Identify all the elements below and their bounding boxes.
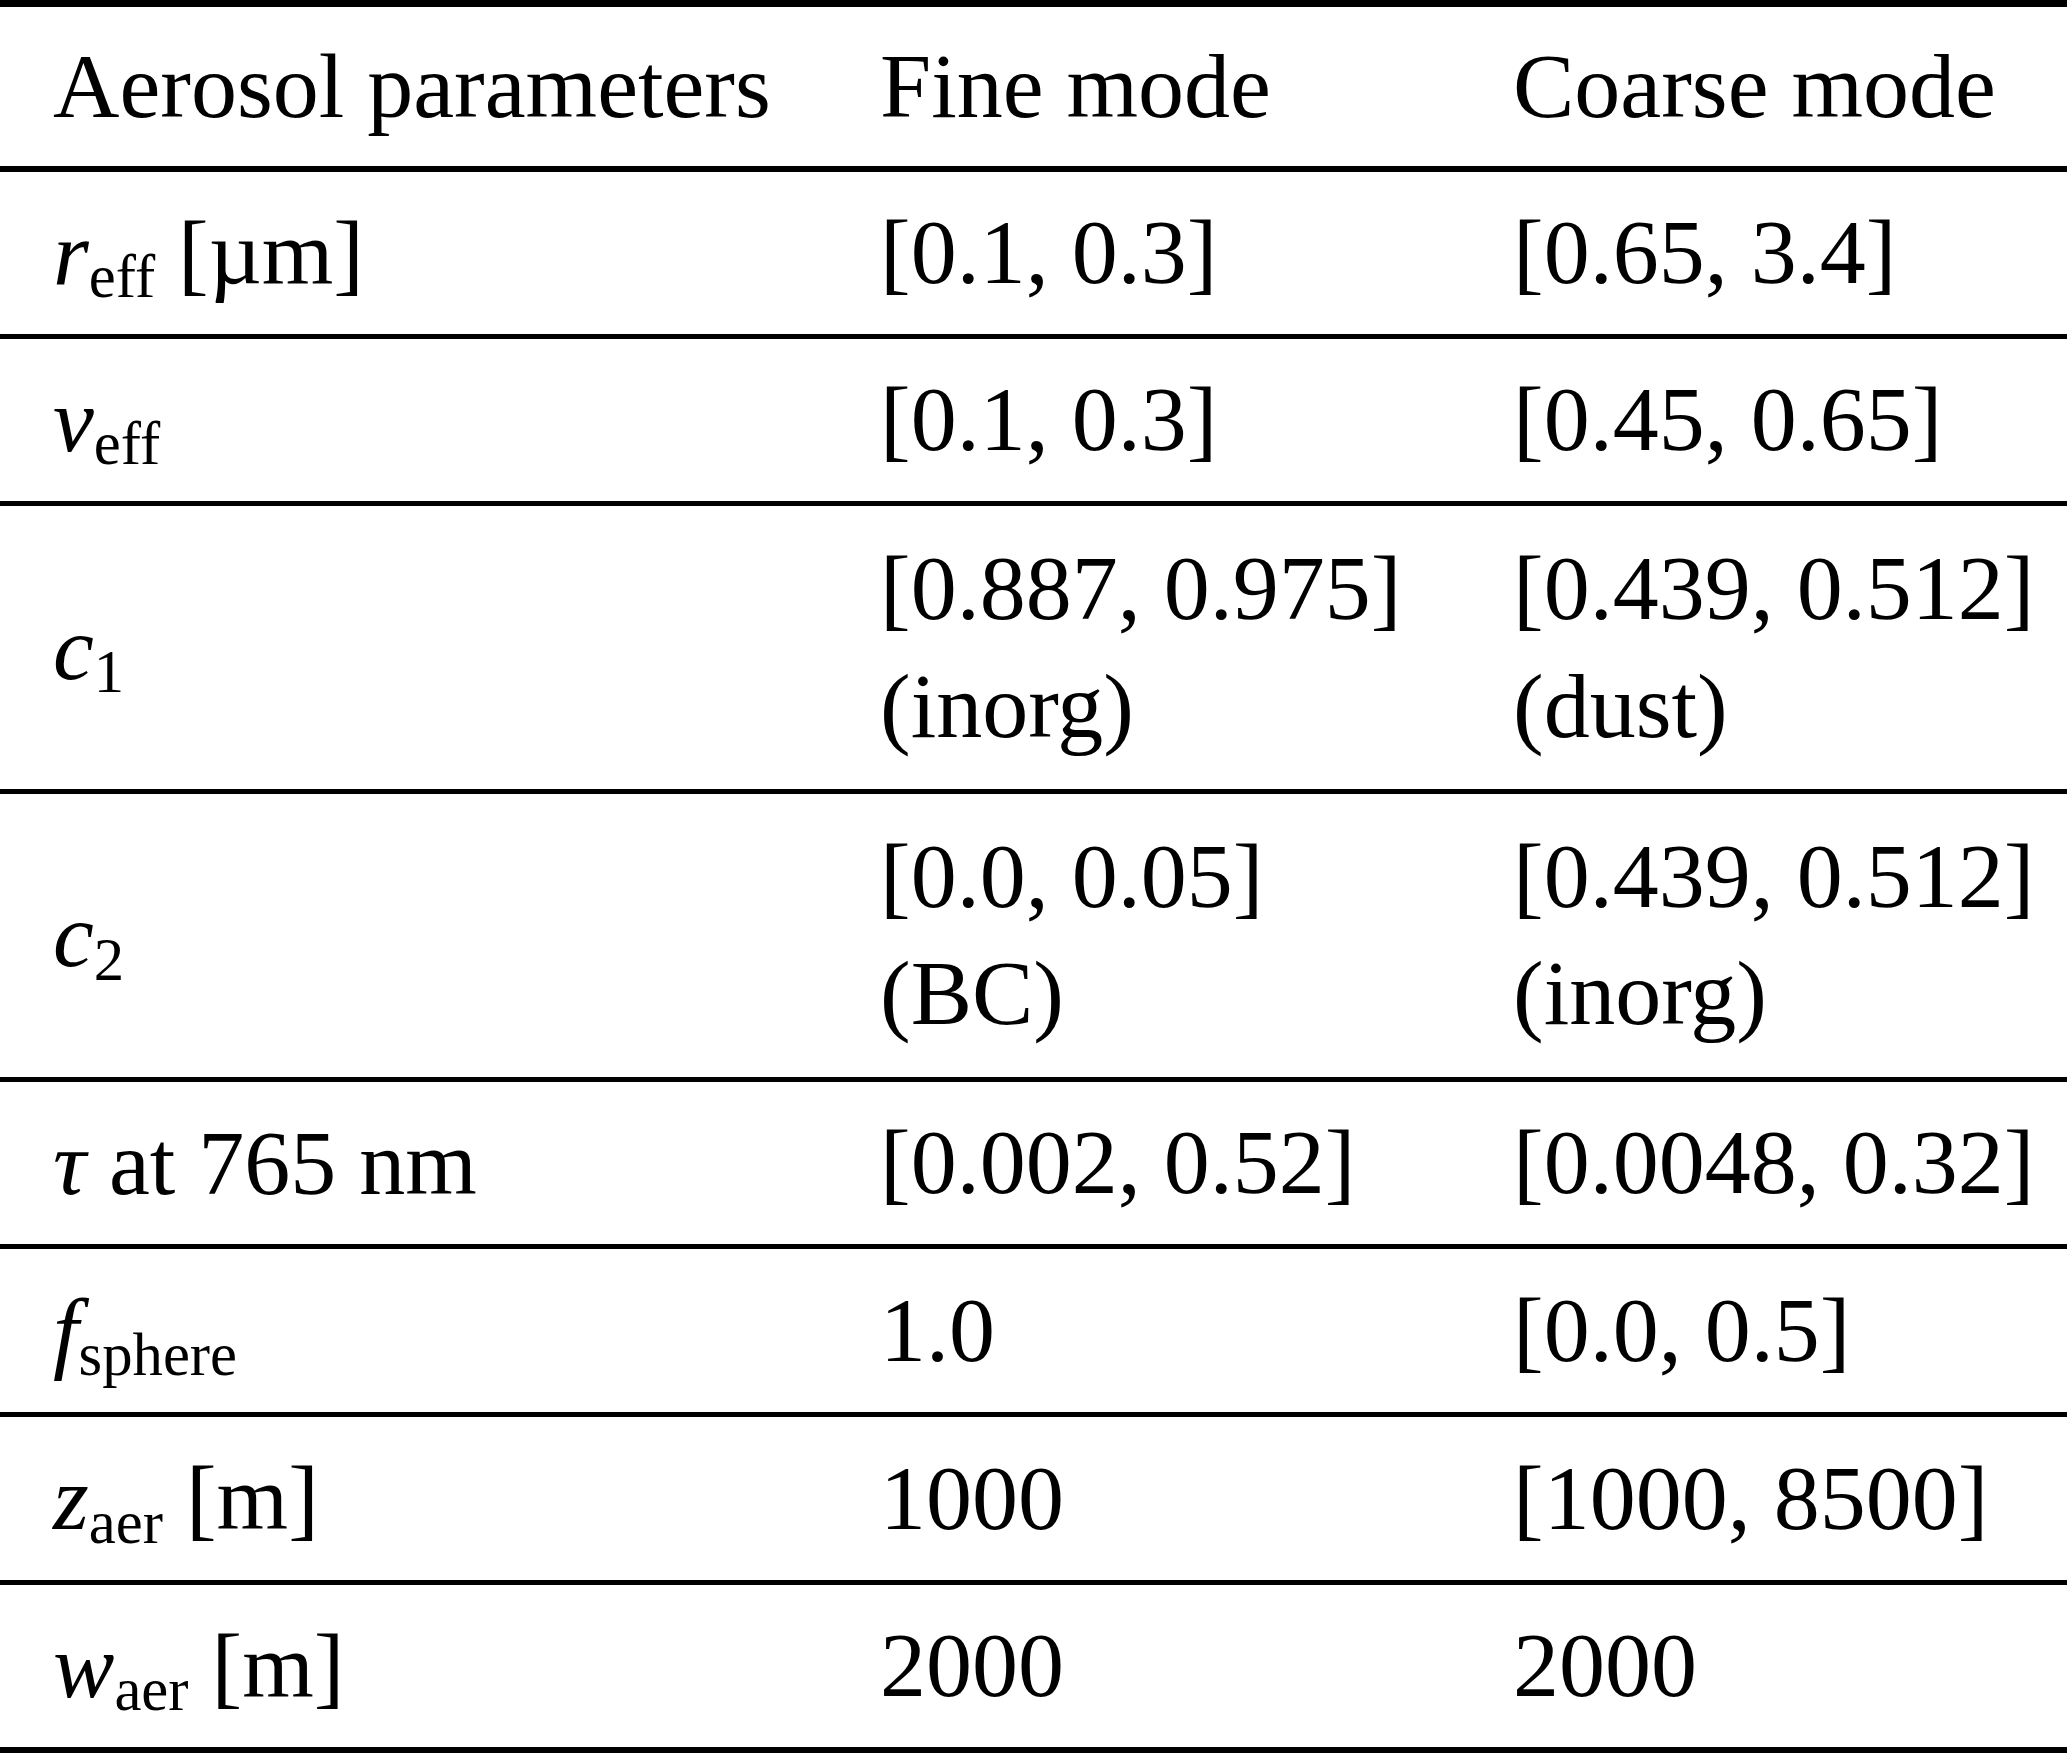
fine-mode-cell: 2000	[880, 1582, 1513, 1750]
param-cell: zaer [m]	[0, 1415, 880, 1583]
param-subscript: aer	[89, 1489, 163, 1556]
value-range: 1.0	[880, 1272, 1513, 1390]
value-species-note: (inorg)	[1513, 935, 2067, 1053]
fine-mode-cell: 1.0	[880, 1247, 1513, 1415]
param-symbol: c	[53, 884, 94, 986]
table-body: reff [µm][0.1, 0.3][0.65, 3.4]veff[0.1, …	[0, 169, 2067, 1751]
param-symbol: r	[53, 202, 89, 304]
param-symbol: τ	[53, 1112, 86, 1214]
param-subscript: sphere	[79, 1321, 237, 1388]
fine-mode-cell: [0.887, 0.975](inorg)	[880, 504, 1513, 792]
param-subscript: eff	[94, 410, 160, 477]
header-cell-fine-mode: Fine mode	[880, 4, 1513, 169]
value-range: [0.0, 0.5]	[1513, 1272, 2067, 1390]
fine-mode-cell: [0.0, 0.05](BC)	[880, 792, 1513, 1080]
value-range: [0.887, 0.975]	[880, 530, 1513, 648]
header-cell-coarse-mode: Coarse mode	[1513, 4, 2067, 169]
param-symbol: c	[53, 597, 94, 699]
value-species-note: (BC)	[880, 935, 1513, 1053]
value-range: 1000	[880, 1440, 1513, 1558]
value-range: [0.1, 0.3]	[880, 361, 1513, 479]
param-unit: [m]	[163, 1447, 319, 1549]
coarse-mode-cell: [0.0, 0.5]	[1513, 1247, 2067, 1415]
coarse-mode-cell: 2000	[1513, 1582, 2067, 1750]
coarse-mode-cell: [0.439, 0.512](inorg)	[1513, 792, 2067, 1080]
value-range: [0.0, 0.05]	[880, 818, 1513, 936]
param-cell: fsphere	[0, 1247, 880, 1415]
param-cell: c1	[0, 504, 880, 792]
param-cell: c2	[0, 792, 880, 1080]
param-cell: veff	[0, 336, 880, 504]
value-species-note: (dust)	[1513, 648, 2067, 766]
table-row: waer [m]20002000	[0, 1582, 2067, 1750]
param-subscript: eff	[89, 243, 155, 310]
fine-mode-cell: 1000	[880, 1415, 1513, 1583]
header-cell-aerosol-parameters: Aerosol parameters	[0, 4, 880, 169]
fine-mode-cell: [0.1, 0.3]	[880, 336, 1513, 504]
table-row: reff [µm][0.1, 0.3][0.65, 3.4]	[0, 169, 2067, 337]
value-range: 2000	[1513, 1607, 2067, 1725]
param-symbol: z	[53, 1447, 89, 1549]
value-range: [0.45, 0.65]	[1513, 361, 2067, 479]
coarse-mode-cell: [0.439, 0.512](dust)	[1513, 504, 2067, 792]
value-range: [1000, 8500]	[1513, 1440, 2067, 1558]
param-cell: τ at 765 nm	[0, 1079, 880, 1247]
header-row: Aerosol parameters Fine mode Coarse mode	[0, 4, 2067, 169]
param-symbol: w	[53, 1615, 114, 1717]
value-range: 2000	[880, 1607, 1513, 1725]
table-row: fsphere1.0[0.0, 0.5]	[0, 1247, 2067, 1415]
value-range: [0.439, 0.512]	[1513, 530, 2067, 648]
table-row: zaer [m]1000[1000, 8500]	[0, 1415, 2067, 1583]
table-row: veff[0.1, 0.3][0.45, 0.65]	[0, 336, 2067, 504]
value-range: [0.0048, 0.32]	[1513, 1104, 2067, 1222]
param-symbol: f	[53, 1280, 79, 1382]
value-range: [0.1, 0.3]	[880, 194, 1513, 312]
paper-table-page: Aerosol parameters Fine mode Coarse mode…	[0, 0, 2067, 1753]
table-row: τ at 765 nm[0.002, 0.52][0.0048, 0.32]	[0, 1079, 2067, 1247]
value-range: [0.65, 3.4]	[1513, 194, 2067, 312]
value-species-note: (inorg)	[880, 648, 1513, 766]
param-symbol: v	[53, 369, 94, 471]
param-unit: [m]	[189, 1615, 345, 1717]
param-subscript: 1	[94, 638, 124, 705]
param-cell: waer [m]	[0, 1582, 880, 1750]
param-subscript: aer	[114, 1656, 188, 1723]
fine-mode-cell: [0.002, 0.52]	[880, 1079, 1513, 1247]
coarse-mode-cell: [1000, 8500]	[1513, 1415, 2067, 1583]
aerosol-parameters-table: Aerosol parameters Fine mode Coarse mode…	[0, 0, 2067, 1753]
fine-mode-cell: [0.1, 0.3]	[880, 169, 1513, 337]
value-range: [0.002, 0.52]	[880, 1104, 1513, 1222]
table-row: c1[0.887, 0.975](inorg)[0.439, 0.512](du…	[0, 504, 2067, 792]
table-row: c2[0.0, 0.05](BC)[0.439, 0.512](inorg)	[0, 792, 2067, 1080]
coarse-mode-cell: [0.65, 3.4]	[1513, 169, 2067, 337]
param-subscript: 2	[94, 926, 124, 993]
param-unit: [µm]	[155, 202, 364, 304]
coarse-mode-cell: [0.45, 0.65]	[1513, 336, 2067, 504]
value-range: [0.439, 0.512]	[1513, 818, 2067, 936]
param-unit: at 765 nm	[86, 1112, 477, 1214]
param-cell: reff [µm]	[0, 169, 880, 337]
coarse-mode-cell: [0.0048, 0.32]	[1513, 1079, 2067, 1247]
